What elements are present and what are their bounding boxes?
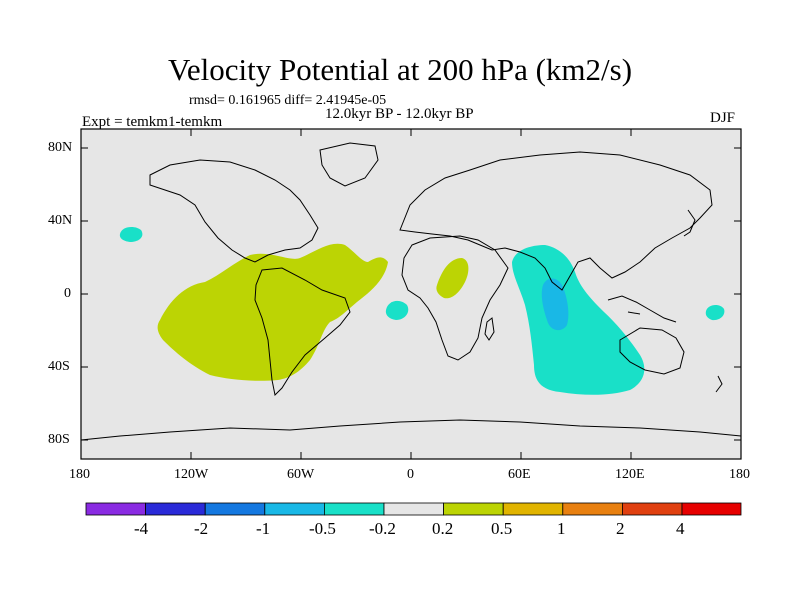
lat-tick-label: 40N [48, 213, 73, 228]
coastline-europe-asia [399, 151, 713, 291]
coastline-north-america [149, 159, 319, 263]
coastline-south-america [254, 267, 351, 397]
coastline-africa [401, 235, 509, 361]
experiment-text: Expt = temkm1-temkm [82, 114, 223, 130]
negative-anomaly-north-pacific [119, 226, 143, 242]
colorbar-label: 1 [557, 519, 566, 538]
positive-anomaly-pacific-atlantic [157, 243, 388, 381]
colorbar-box-5 [323, 502, 385, 516]
lon-tick-label: 180 [69, 467, 90, 482]
colorbar-label: -0.2 [369, 519, 396, 538]
negative-anomaly-inner-core [541, 278, 569, 331]
map-title: Velocity Potential at 200 hPa (km2/s) [167, 52, 633, 87]
colorbar-box-10 [622, 502, 683, 516]
period-text: 12.0kyr BP - 12.0kyr BP [325, 106, 474, 122]
colorbar-label: -2 [194, 519, 209, 538]
negative-anomaly-west-pacific [705, 305, 725, 321]
colorbar-label: -4 [134, 519, 149, 538]
positive-anomaly-africa [436, 258, 469, 299]
colorbar-box-2 [145, 502, 206, 516]
colorbar-box-3 [204, 502, 266, 516]
coastline-japan [683, 209, 696, 237]
colorbar-box-4 [264, 502, 325, 516]
coastline-madagascar [484, 317, 495, 341]
lat-tick-label: 80N [48, 140, 73, 155]
colorbar-label: 2 [616, 519, 625, 538]
colorbar-box-6 [383, 502, 444, 516]
axis-ticks [80, 129, 742, 459]
stats-text: rmsd= 0.161965 diff= 2.41945e-05 [189, 93, 387, 108]
lon-tick-label: 60W [287, 467, 315, 482]
coastline-antarctica [80, 419, 742, 441]
colorbar [85, 502, 742, 516]
colorbar-label: 0.5 [491, 519, 513, 538]
lon-tick-label: 60E [508, 467, 531, 482]
lon-tick-label: 120W [174, 467, 209, 482]
colorbar-label: 0.2 [432, 519, 454, 538]
colorbar-box-9 [562, 502, 623, 516]
colorbar-label: -1 [256, 519, 271, 538]
lat-tick-label: 40S [48, 359, 70, 374]
lat-tick-label: 0 [64, 286, 71, 301]
lon-tick-label: 180 [729, 467, 750, 482]
colorbar-box-8 [502, 502, 564, 516]
colorbar-box-7 [443, 502, 504, 516]
lon-tick-label: 120E [615, 467, 645, 482]
colorbar-label: -0.5 [309, 519, 336, 538]
coastlines [80, 142, 742, 441]
season-text: DJF [710, 110, 736, 126]
coastline-maritime-asia [607, 295, 677, 323]
coastline-australia [619, 327, 685, 375]
colorbar-box-1 [85, 502, 146, 516]
colorbar-box-11 [681, 502, 742, 516]
coastline-new-zealand [715, 375, 723, 393]
lon-tick-label: 0 [407, 467, 414, 482]
colorbar-label: 4 [676, 519, 685, 538]
lat-tick-label: 80S [48, 432, 70, 447]
coastline-greenland [319, 142, 379, 187]
negative-anomaly-gulf-of-guinea [385, 300, 409, 320]
